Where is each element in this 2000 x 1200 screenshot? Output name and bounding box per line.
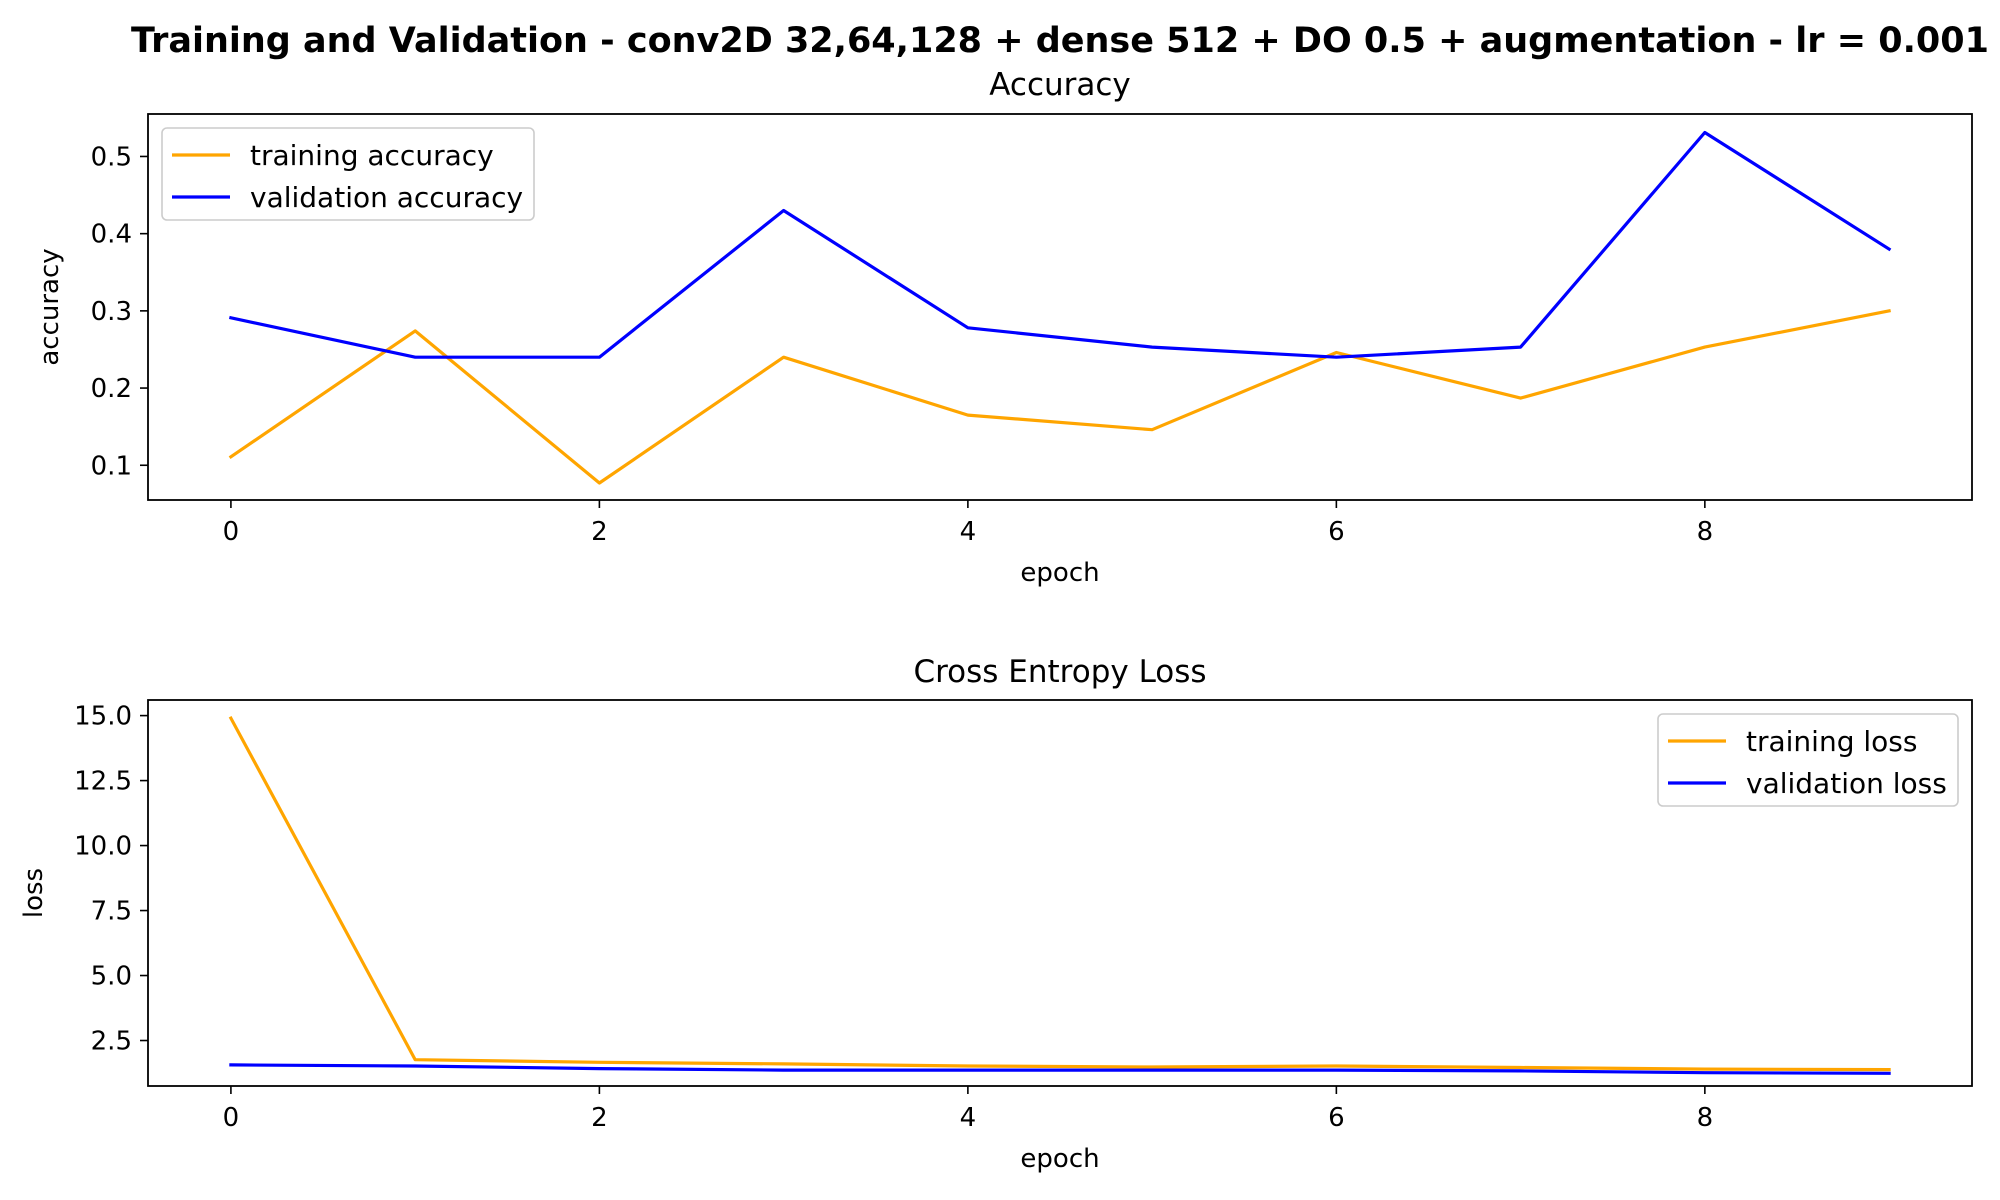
- loss-x-tick-label: 4: [960, 1103, 977, 1133]
- accuracy-y-axis-label: accuracy: [35, 248, 65, 365]
- accuracy-y-tick-label: 0.4: [91, 220, 132, 250]
- accuracy-x-tick-label: 4: [960, 517, 977, 547]
- accuracy-y-tick-label: 0.2: [91, 374, 132, 404]
- loss-x-tick-label: 0: [223, 1103, 240, 1133]
- accuracy-legend-box: [161, 127, 535, 221]
- loss-title: Cross Entropy Loss: [913, 654, 1206, 690]
- training-loss-line: [228, 716, 1891, 1072]
- training-accuracy-legend-label: training accuracy: [250, 139, 494, 172]
- accuracy-x-axis-label: epoch: [1020, 558, 1099, 588]
- accuracy-title: Accuracy: [989, 67, 1131, 103]
- loss-x-axis-label: epoch: [1020, 1144, 1099, 1174]
- training-loss-legend-label: training loss: [1746, 725, 1917, 758]
- accuracy-x-tick-label: 2: [591, 517, 608, 547]
- loss-y-tick-label: 2.5: [91, 1027, 132, 1057]
- accuracy-x-tick-label: 8: [1697, 517, 1714, 547]
- figure-suptitle: Training and Validation - conv2D 32,64,1…: [131, 21, 1989, 61]
- loss-y-tick-label: 10.0: [74, 832, 132, 862]
- validation-accuracy-legend-label: validation accuracy: [250, 181, 523, 214]
- loss-y-tick-label: 7.5: [91, 897, 132, 927]
- accuracy-y-tick-label: 0.1: [91, 451, 132, 481]
- accuracy-y-tick-label: 0.5: [91, 142, 132, 172]
- loss-x-tick-label: 8: [1697, 1103, 1714, 1133]
- loss-y-tick-label: 15.0: [74, 702, 132, 732]
- loss-subplot: Cross Entropy Loss 0 2 4 6 8 2.5 5.0 7.5 10.0 12.5…: [19, 654, 1973, 1174]
- loss-y-tick-label: 5.0: [91, 962, 132, 992]
- loss-y-tick-label: 12.5: [74, 767, 132, 797]
- loss-x-tick-label: 2: [591, 1103, 608, 1133]
- training-accuracy-line: [228, 309, 1891, 485]
- validation-loss-legend-label: validation loss: [1746, 767, 1947, 800]
- loss-y-axis-label: loss: [19, 868, 49, 918]
- validation-loss-line: [229, 1063, 1891, 1075]
- loss-legend: training loss validation loss: [1657, 713, 1959, 807]
- loss-x-tick-label: 6: [1328, 1103, 1345, 1133]
- accuracy-axes-frame: [147, 113, 1973, 501]
- validation-accuracy-line: [229, 130, 1892, 359]
- accuracy-x-tick-label: 6: [1328, 517, 1345, 547]
- accuracy-x-tick-label: 0: [223, 517, 240, 547]
- loss-axes-frame: [147, 699, 1973, 1087]
- accuracy-legend: training accuracy validation accuracy: [161, 127, 535, 221]
- accuracy-subplot: Accuracy 0 2 4 6 8 0.1 0.2 0.3 0.4 0.5 epoch accurac…: [35, 67, 1973, 588]
- loss-legend-box: [1657, 713, 1959, 807]
- accuracy-y-tick-label: 0.3: [91, 297, 132, 327]
